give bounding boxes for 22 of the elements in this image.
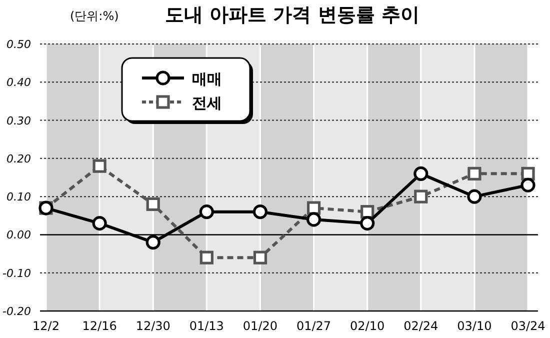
x-tick-label: 12/2: [32, 319, 60, 333]
x-tick-label: 02/24: [404, 319, 438, 333]
x-tick-label: 12/30: [136, 319, 170, 333]
x-tick-label: 01/20: [242, 319, 278, 333]
y-tick-label: -0.10: [2, 266, 31, 280]
x-tick-label: 03/10: [457, 319, 492, 333]
chart-title: 도내 아파트 가격 변동률 추이: [165, 4, 420, 26]
x-tick-label: 12/16: [82, 319, 117, 333]
legend-label: 매매: [192, 70, 222, 88]
y-tick-label: -0.20: [2, 305, 31, 318]
y-tick-label: 0.40: [6, 76, 31, 90]
x-tick-label: 01/27: [296, 319, 332, 333]
y-tick-label: 0.30: [6, 114, 31, 128]
y-tick-label: 0.10: [6, 190, 31, 204]
y-tick-label: 0.50: [6, 38, 31, 51]
y-tick-label: 0.20: [6, 152, 31, 166]
legend-label: 전세: [192, 94, 222, 112]
y-tick-label: 0.00: [6, 228, 31, 242]
chart-subtitle: (단위:%): [70, 9, 119, 23]
x-tick-label: 02/10: [350, 319, 385, 333]
x-tick-label: 03/24: [510, 319, 546, 333]
x-tick-label: 01/13: [189, 319, 224, 333]
